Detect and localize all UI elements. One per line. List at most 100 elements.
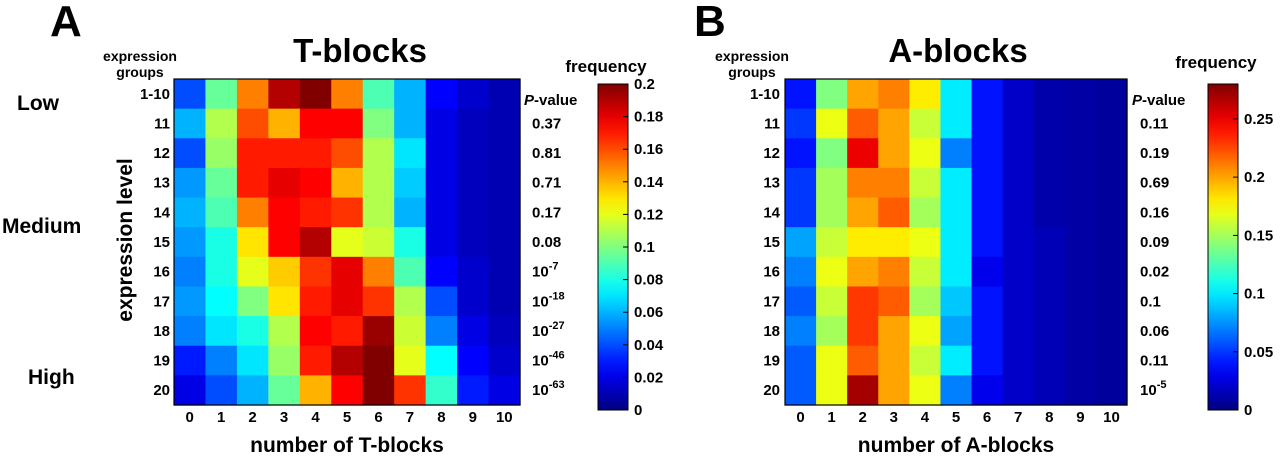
y-tick-label: 11 bbox=[764, 116, 780, 133]
groups-header-line2: groups bbox=[728, 64, 776, 80]
pvalue-label: 0.11 bbox=[1140, 353, 1168, 370]
colorbar-tick-label: 0.04 bbox=[634, 337, 664, 354]
heatmap-cell bbox=[940, 108, 973, 139]
heatmap-cell bbox=[909, 138, 942, 169]
y-tick-label: 11 bbox=[154, 116, 170, 133]
panel-a: A T-blocks expression groups Low Medium … bbox=[2, 0, 664, 457]
heatmap-cell bbox=[878, 286, 910, 317]
y-tick-label: 19 bbox=[153, 353, 170, 370]
heatmap-cell bbox=[174, 108, 207, 139]
heatmap-cell bbox=[847, 316, 879, 347]
heatmap-cell bbox=[205, 375, 238, 406]
heatmap-cell bbox=[299, 286, 332, 317]
heatmap-cell bbox=[1095, 79, 1128, 110]
heatmap-cell bbox=[488, 108, 521, 139]
heatmap-cell bbox=[878, 197, 910, 228]
x-tick-label: 10 bbox=[1103, 409, 1120, 426]
heatmap-cell bbox=[205, 108, 238, 139]
heatmap-cell bbox=[236, 375, 269, 406]
heatmap-cell bbox=[1064, 227, 1097, 258]
pvalue-label: 0.08 bbox=[532, 234, 561, 251]
x-tick-label: 1 bbox=[217, 409, 225, 426]
heatmap-cell bbox=[785, 79, 817, 110]
heatmap-cell bbox=[847, 197, 879, 228]
heatmap-cell bbox=[971, 316, 1004, 347]
colorbar-tick-label: 0.08 bbox=[634, 272, 663, 289]
heatmap-cell bbox=[236, 286, 269, 317]
heatmap-cell bbox=[394, 316, 427, 347]
pvalue-label: 10-5 bbox=[1140, 379, 1166, 399]
heatmap-cell bbox=[940, 316, 973, 347]
y-tick-label: 14 bbox=[763, 204, 780, 221]
heatmap-cell bbox=[362, 197, 395, 228]
heatmap-cell bbox=[205, 256, 238, 288]
x-tick-label: 2 bbox=[248, 409, 256, 426]
heatmap-cell bbox=[847, 375, 879, 406]
heatmap-cell bbox=[816, 316, 848, 347]
heatmap-cell bbox=[268, 316, 301, 347]
heatmap-cell bbox=[785, 227, 817, 258]
heatmap-cell bbox=[236, 345, 269, 376]
heatmap-cell bbox=[878, 375, 910, 406]
heatmap-cell bbox=[847, 79, 879, 110]
heatmap-cell bbox=[878, 316, 910, 347]
heatmap-cell bbox=[394, 167, 427, 199]
colorbar-label: frequency bbox=[565, 57, 647, 76]
heatmap-cell bbox=[971, 79, 1004, 110]
heatmap-cell bbox=[457, 197, 490, 228]
heatmap-cell bbox=[816, 345, 848, 376]
heatmap-cell bbox=[1095, 256, 1128, 288]
heatmap-cell bbox=[457, 167, 490, 199]
heatmap-cell bbox=[878, 227, 910, 258]
heatmap-cell bbox=[909, 345, 942, 376]
pvalue-label: 0.02 bbox=[1140, 264, 1169, 281]
heatmap-cell bbox=[1033, 197, 1066, 228]
heatmap-cell bbox=[1002, 256, 1035, 288]
pvalue-label: 0.69 bbox=[1140, 175, 1169, 192]
groups-header-line2: groups bbox=[116, 64, 164, 80]
heatmap-cell bbox=[457, 138, 490, 169]
heatmap-cell bbox=[1064, 108, 1097, 139]
heatmap-cells bbox=[785, 79, 1128, 406]
heatmap-cell bbox=[362, 316, 395, 347]
heatmap-cell bbox=[1095, 138, 1128, 169]
heatmap-cell bbox=[816, 138, 848, 169]
panel-letter: B bbox=[694, 0, 726, 46]
heatmap-cell bbox=[847, 167, 879, 199]
colorbar-tick-label: 0.05 bbox=[1244, 344, 1273, 361]
heatmap-cell bbox=[205, 286, 238, 317]
heatmap-cell bbox=[1064, 256, 1097, 288]
heatmap-cell bbox=[1033, 227, 1066, 258]
heatmap-cell bbox=[847, 108, 879, 139]
colorbar-tick-label: 0.02 bbox=[634, 369, 663, 386]
colorbar-tick-label: 0.06 bbox=[634, 304, 663, 321]
pvalue-labels: 0.37 0.81 0.71 0.17 0.08 10-7 10-18 10-27 10-46 1… bbox=[532, 116, 565, 400]
heatmap-cell bbox=[488, 345, 521, 376]
colorbar-tick-label: 0.12 bbox=[634, 206, 663, 223]
x-tick-label: 6 bbox=[374, 409, 382, 426]
heatmap-cell bbox=[268, 167, 301, 199]
heatmap-cell bbox=[236, 256, 269, 288]
heatmap-cell bbox=[362, 227, 395, 258]
x-tick-label: 1 bbox=[827, 409, 835, 426]
heatmap-cell bbox=[971, 167, 1004, 199]
heatmap-cell bbox=[1002, 227, 1035, 258]
heatmap-cell bbox=[878, 108, 910, 139]
heatmap-cell bbox=[940, 167, 973, 199]
panel-b: B A-blocks expression groups 1-101112131… bbox=[694, 0, 1273, 457]
heatmap-cell bbox=[1064, 316, 1097, 347]
heatmap-cell bbox=[457, 316, 490, 347]
heatmap-cell bbox=[331, 286, 364, 317]
heatmap-cell bbox=[205, 197, 238, 228]
pvalue-label: 0.71 bbox=[532, 175, 561, 192]
heatmap-cell bbox=[362, 138, 395, 169]
x-tick-label: 8 bbox=[437, 409, 445, 426]
heatmap-cell bbox=[457, 345, 490, 376]
x-tick-label: 5 bbox=[343, 409, 351, 426]
heatmap-cell bbox=[268, 345, 301, 376]
heatmap-cell bbox=[299, 227, 332, 258]
x-tick-label: 7 bbox=[1014, 409, 1022, 426]
heatmap-cell bbox=[816, 197, 848, 228]
heatmap-cell bbox=[847, 256, 879, 288]
level-label-medium: Medium bbox=[2, 215, 81, 238]
